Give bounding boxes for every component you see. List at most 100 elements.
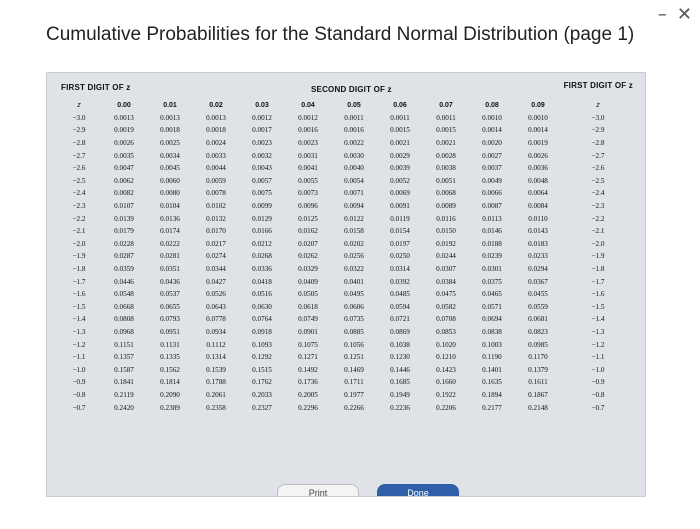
table-cell: 0.2005	[298, 390, 318, 399]
table-cell: 0.2358	[206, 403, 226, 412]
table-cell: 0.1190	[482, 353, 502, 362]
table-cell: 0.0136	[160, 214, 180, 223]
row-z-left: −2.6	[72, 164, 86, 173]
table-cell: 0.0017	[252, 126, 272, 135]
table-cell: 0.0021	[390, 139, 410, 148]
table-row: −2.5 0.0062 0.0060 0.0059 0.0057 0.0055 0.0054…	[57, 175, 635, 188]
table-cell: 0.0401	[344, 277, 364, 286]
table-cell: 0.0571	[482, 302, 502, 311]
table-cell: 0.0033	[206, 151, 226, 160]
table-cell: 0.0110	[528, 214, 548, 223]
table-cell: 0.0015	[390, 126, 410, 135]
table-cell: 0.0485	[390, 290, 410, 299]
table-cell: 0.1660	[436, 378, 456, 387]
table-cell: 0.0630	[252, 302, 272, 311]
table-cell: 0.0055	[298, 176, 318, 185]
minimize-icon[interactable]: –	[657, 4, 667, 25]
table-cell: 0.0018	[160, 126, 180, 135]
row-z-right: −1.2	[591, 340, 605, 349]
row-z-left: −2.8	[72, 139, 86, 148]
table-cell: 0.1711	[344, 378, 364, 387]
z-table-panel: FIRST DIGIT OF z SECOND DIGIT OF z FIRST…	[46, 72, 646, 497]
table-cell: 0.0014	[528, 126, 548, 135]
column-header-row: z 0.00 0.01 0.02 0.03 0.04 0.05 0.06 0.07 0.08 0.0…	[57, 99, 635, 112]
table-cell: 0.1357	[114, 353, 134, 362]
table-row: −1.0 0.1587 0.1562 0.1539 0.1515 0.1492 0.1469…	[57, 363, 635, 376]
table-cell: 0.0384	[436, 277, 456, 286]
row-z-left: −1.4	[72, 315, 86, 324]
table-cell: 0.1112	[206, 340, 226, 349]
row-z-left: −2.2	[72, 214, 86, 223]
table-cell: 0.0059	[206, 176, 226, 185]
z-label-left: z	[77, 101, 81, 109]
table-cell: 0.2296	[298, 403, 318, 412]
table-cell: 0.0351	[160, 265, 180, 274]
table-cell: 0.0089	[436, 202, 456, 211]
table-cell: 0.1003	[482, 340, 502, 349]
table-cell: 0.0013	[114, 113, 134, 122]
table-cell: 0.0150	[436, 227, 456, 236]
table-cell: 0.0012	[298, 113, 318, 122]
table-cell: 0.0066	[482, 189, 502, 198]
row-z-left: −1.2	[72, 340, 86, 349]
table-cell: 0.1587	[114, 365, 134, 374]
table-cell: 0.2266	[344, 403, 364, 412]
first-digit-header-right: FIRST DIGIT OF z	[563, 81, 633, 90]
table-cell: 0.0427	[206, 277, 226, 286]
row-z-right: −0.9	[591, 378, 605, 387]
print-button[interactable]: Print	[277, 484, 359, 496]
column-header-0-01: 0.01	[163, 101, 177, 109]
table-cell: 0.0016	[344, 126, 364, 135]
table-cell: 0.0099	[252, 202, 272, 211]
table-cell: 0.0064	[528, 189, 548, 198]
row-z-left: −1.5	[72, 302, 86, 311]
table-cell: 0.0217	[206, 239, 226, 248]
table-cell: 0.0158	[344, 227, 364, 236]
table-cell: 0.0869	[390, 327, 410, 336]
table-cell: 0.0495	[344, 290, 364, 299]
column-header-0-07: 0.07	[439, 101, 453, 109]
row-z-right: −2.3	[591, 202, 605, 211]
table-row: −1.7 0.0446 0.0436 0.0427 0.0418 0.0409 0.0401…	[57, 275, 635, 288]
table-cell: 0.1379	[528, 365, 548, 374]
column-header-0-03: 0.03	[255, 101, 269, 109]
table-cell: 0.2033	[252, 390, 272, 399]
table-cell: 0.0694	[482, 315, 502, 324]
close-icon[interactable]: ✕	[676, 4, 692, 25]
table-cell: 0.0918	[252, 327, 272, 336]
table-cell: 0.0455	[528, 290, 548, 299]
table-cell: 0.0078	[206, 189, 226, 198]
table-cell: 0.0013	[160, 113, 180, 122]
table-cell: 0.0778	[206, 315, 226, 324]
table-cell: 0.0011	[344, 113, 364, 122]
row-z-right: −1.7	[591, 277, 605, 286]
table-cell: 0.0274	[206, 252, 226, 261]
table-cell: 0.0027	[482, 151, 502, 160]
window-controls: – ✕	[658, 6, 692, 24]
row-z-right: −2.4	[591, 189, 605, 198]
table-cell: 0.0409	[298, 277, 318, 286]
table-cell: 0.0618	[298, 302, 318, 311]
table-cell: 0.2206	[436, 403, 456, 412]
table-cell: 0.0192	[436, 239, 456, 248]
table-cell: 0.0764	[252, 315, 272, 324]
table-row: −2.6 0.0047 0.0045 0.0044 0.0043 0.0041 0.0040…	[57, 162, 635, 175]
table-cell: 0.0045	[160, 164, 180, 173]
table-cell: 0.1292	[252, 353, 272, 362]
table-cell: 0.0548	[114, 290, 134, 299]
table-cell: 0.0465	[482, 290, 502, 299]
table-cell: 0.1446	[390, 365, 410, 374]
table-cell: 0.0516	[252, 290, 272, 299]
table-cell: 0.0038	[436, 164, 456, 173]
done-button[interactable]: Done	[377, 484, 459, 496]
table-cell: 0.0808	[114, 315, 134, 324]
table-cell: 0.0102	[206, 202, 226, 211]
table-cell: 0.0287	[114, 252, 134, 261]
table-cell: 0.0367	[528, 277, 548, 286]
row-z-right: −0.8	[591, 390, 605, 399]
table-cell: 0.0054	[344, 176, 364, 185]
table-body: −3.0 0.0013 0.0013 0.0013 0.0012 0.0012 0.0011…	[57, 112, 635, 414]
table-row: −2.0 0.0228 0.0222 0.0217 0.0212 0.0207 0.0202…	[57, 238, 635, 251]
table-cell: 0.0035	[114, 151, 134, 160]
table-cell: 0.0030	[344, 151, 364, 160]
